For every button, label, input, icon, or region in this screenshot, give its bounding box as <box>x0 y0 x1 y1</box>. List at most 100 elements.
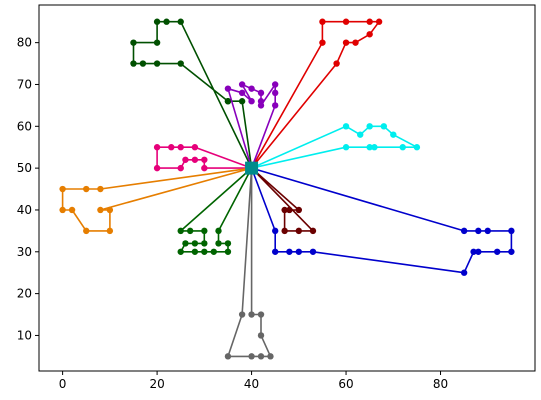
route-point <box>295 248 303 255</box>
route-point <box>295 206 303 214</box>
route-point <box>508 248 515 255</box>
route-point <box>399 144 406 151</box>
route-line <box>227 168 272 358</box>
route-point <box>309 248 317 255</box>
route-point <box>380 123 388 130</box>
route-point <box>484 227 491 235</box>
route-point <box>257 332 265 339</box>
route-series <box>177 167 253 255</box>
route-point <box>494 248 501 255</box>
route-point <box>319 18 326 25</box>
route-point <box>186 227 194 235</box>
route-point <box>366 31 373 38</box>
route-point <box>59 185 66 193</box>
route-point <box>182 156 189 163</box>
route-point <box>177 60 184 67</box>
route-point <box>248 98 255 105</box>
route-point <box>271 227 279 235</box>
route-point <box>342 39 350 46</box>
y-tick-label: 40 <box>17 203 32 217</box>
route-point <box>271 89 279 97</box>
route-point <box>352 39 359 46</box>
route-point <box>201 248 208 255</box>
route-point <box>83 227 90 235</box>
route-point <box>68 206 76 214</box>
route-point <box>224 353 232 360</box>
y-tick-label: 80 <box>17 36 32 50</box>
route-point <box>248 85 255 92</box>
route-point <box>177 164 184 172</box>
route-point <box>201 164 208 172</box>
route-point <box>271 102 279 109</box>
route-point <box>309 227 317 235</box>
route-point <box>210 248 217 255</box>
route-point <box>182 240 189 247</box>
route-series <box>251 123 421 169</box>
route-point <box>248 311 255 318</box>
route-point <box>215 240 222 247</box>
route-point <box>83 185 90 193</box>
route-point <box>390 131 397 138</box>
route-point <box>257 98 265 105</box>
route-point <box>371 144 378 151</box>
route-point <box>366 18 373 25</box>
y-tick-label: 20 <box>17 287 32 301</box>
route-point <box>177 248 184 255</box>
route-point <box>357 131 364 138</box>
route-point <box>460 227 468 235</box>
route-point <box>460 269 468 276</box>
route-point <box>201 156 208 163</box>
route-point <box>177 144 184 151</box>
route-point <box>286 248 293 255</box>
route-point <box>333 60 340 67</box>
route-series <box>250 167 515 276</box>
route-point <box>191 240 199 247</box>
route-point <box>201 240 208 247</box>
route-point <box>224 98 232 105</box>
route-point <box>281 227 288 235</box>
route-point <box>238 89 246 97</box>
y-axis: 10 20 30 40 50 60 70 80 <box>17 36 39 342</box>
route-point <box>238 311 246 318</box>
x-tick-label: 60 <box>338 377 353 391</box>
route-point <box>177 18 184 25</box>
route-point <box>248 353 255 360</box>
route-point <box>59 206 66 214</box>
route-point <box>475 227 482 235</box>
y-tick-label: 10 <box>17 328 32 342</box>
route-point <box>267 353 274 360</box>
route-point <box>238 81 246 88</box>
y-tick-label: 60 <box>17 119 32 133</box>
route-point <box>139 60 147 67</box>
route-point <box>271 81 279 88</box>
route-point <box>366 123 373 130</box>
route-series <box>224 81 279 169</box>
route-point <box>153 18 161 25</box>
route-point <box>319 39 326 46</box>
route-point <box>342 123 350 130</box>
y-tick-label: 30 <box>17 245 32 259</box>
route-point <box>153 60 161 67</box>
route-point <box>191 144 199 151</box>
route-point <box>163 18 170 25</box>
depot-marker <box>245 161 259 175</box>
route-point <box>177 227 184 235</box>
route-point <box>97 206 104 214</box>
route-point <box>366 144 373 151</box>
route-point <box>153 144 161 151</box>
y-tick-label: 50 <box>17 161 32 175</box>
x-tick-label: 40 <box>244 377 259 391</box>
route-point <box>257 311 265 318</box>
route-point <box>257 89 265 97</box>
route-series <box>130 18 253 169</box>
route-point <box>215 227 222 235</box>
route-point <box>97 185 104 193</box>
route-series <box>59 167 252 235</box>
depot-layer <box>245 161 259 175</box>
x-axis: 0 20 40 60 80 <box>59 371 448 391</box>
route-point <box>413 144 421 151</box>
route-series <box>224 168 274 360</box>
route-point <box>257 353 265 360</box>
x-tick-label: 80 <box>433 377 448 391</box>
